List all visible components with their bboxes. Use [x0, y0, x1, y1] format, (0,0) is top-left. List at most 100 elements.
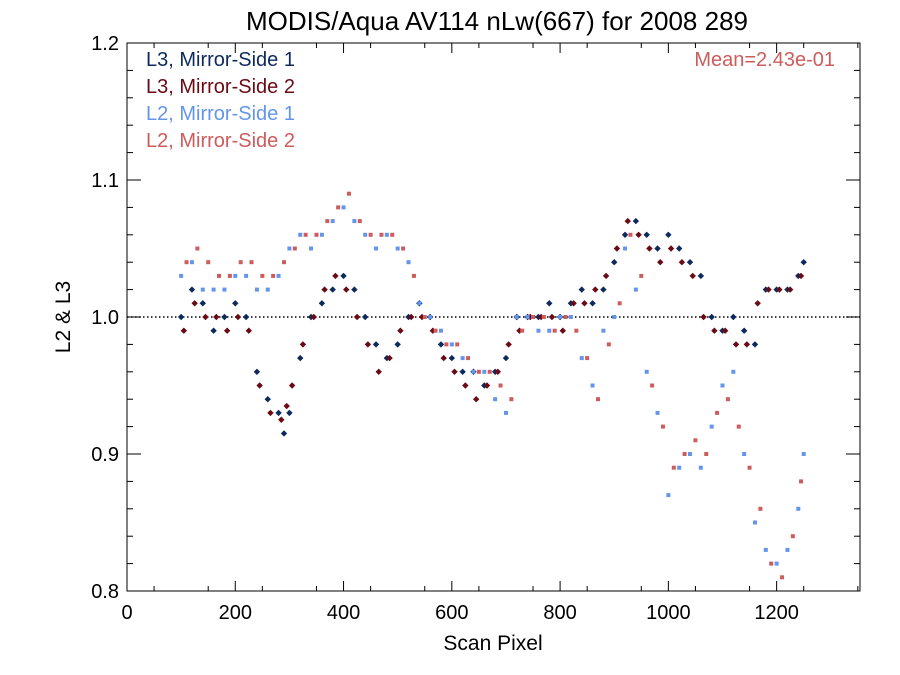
data-point	[624, 217, 631, 225]
data-point	[786, 286, 794, 293]
data-point	[283, 402, 290, 410]
data-point	[245, 327, 253, 334]
data-point	[547, 328, 552, 333]
data-point	[709, 424, 714, 429]
data-point	[796, 506, 801, 511]
data-point	[472, 396, 480, 403]
data-point	[589, 300, 596, 307]
data-point	[720, 383, 725, 388]
data-point	[264, 396, 271, 403]
data-point	[617, 301, 622, 306]
data-point	[276, 273, 281, 278]
data-point	[498, 383, 503, 388]
data-point	[303, 232, 308, 237]
data-point	[502, 354, 510, 362]
data-point	[379, 232, 384, 237]
data-point	[232, 300, 239, 307]
data-point	[592, 286, 599, 293]
data-point	[202, 313, 209, 321]
data-point	[234, 313, 242, 321]
data-point	[375, 368, 382, 375]
data-point	[343, 286, 350, 293]
data-point	[697, 272, 705, 280]
y-tick-label: 1.2	[91, 33, 119, 55]
legend-entry-l3-ms2: L3, Mirror-Side 2	[146, 76, 295, 98]
data-point	[256, 382, 263, 389]
data-point	[287, 246, 292, 251]
data-point	[199, 300, 206, 307]
data-point	[401, 246, 406, 251]
y-tick-label: 0.8	[91, 581, 119, 603]
data-point	[801, 452, 806, 456]
data-point	[459, 368, 466, 375]
data-point	[611, 259, 618, 266]
data-point	[309, 246, 314, 251]
data-point	[411, 273, 416, 278]
data-point	[386, 354, 393, 362]
x-tick-label: 1000	[646, 602, 691, 624]
data-point	[568, 315, 573, 319]
series-2	[180, 217, 805, 423]
data-point	[361, 313, 369, 321]
x-tick-label: 600	[435, 602, 468, 624]
data-point	[223, 327, 231, 334]
data-point	[536, 328, 541, 333]
data-point	[765, 286, 772, 293]
data-point	[693, 438, 698, 443]
plot-area	[126, 42, 861, 592]
data-point	[552, 328, 557, 333]
data-point	[740, 327, 748, 334]
x-tick-label: 0	[121, 602, 132, 624]
data-point	[635, 231, 642, 238]
data-point	[682, 452, 687, 456]
data-point	[579, 356, 584, 361]
data-point	[476, 369, 481, 374]
data-point	[677, 465, 682, 470]
data-point	[408, 313, 415, 321]
data-point	[368, 232, 373, 237]
legend-entry-l2-ms1: L2, Mirror-Side 1	[146, 103, 295, 125]
x-tick-labels: 0 200 400 600 800 1000 1200	[121, 602, 798, 624]
data-point	[650, 383, 655, 388]
data-point	[406, 260, 411, 265]
data-point	[704, 452, 709, 456]
y-tick-label: 1.1	[91, 170, 119, 192]
data-point	[574, 328, 579, 333]
series-3	[179, 205, 806, 566]
data-point	[281, 260, 286, 265]
data-point	[570, 300, 577, 307]
data-point	[363, 232, 368, 237]
data-point	[292, 246, 297, 251]
chart-title: MODIS/Aqua AV114 nLw(667) for 2008 289	[246, 6, 748, 36]
data-point	[254, 287, 259, 292]
data-point	[686, 259, 694, 266]
data-point	[678, 259, 686, 266]
data-point	[752, 520, 757, 525]
data-point	[621, 231, 629, 238]
data-point	[632, 217, 640, 225]
data-point	[509, 397, 514, 402]
data-point	[531, 315, 536, 319]
data-point	[581, 300, 588, 307]
data-point	[318, 300, 326, 307]
data-point	[633, 287, 638, 292]
data-point	[341, 205, 346, 210]
data-point	[466, 356, 471, 361]
data-point	[747, 465, 752, 470]
data-point	[601, 328, 606, 333]
data-point	[374, 246, 379, 251]
data-point	[189, 260, 194, 265]
data-point	[299, 341, 307, 348]
data-point	[639, 273, 644, 278]
data-point	[314, 232, 319, 237]
data-point	[600, 286, 607, 293]
data-point	[785, 547, 790, 552]
data-point	[444, 342, 449, 347]
data-point	[191, 300, 198, 307]
data-point	[188, 286, 196, 293]
data-point	[612, 315, 617, 319]
data-point	[217, 273, 222, 278]
data-point	[346, 191, 351, 196]
data-point	[655, 410, 660, 415]
data-point	[310, 313, 317, 321]
